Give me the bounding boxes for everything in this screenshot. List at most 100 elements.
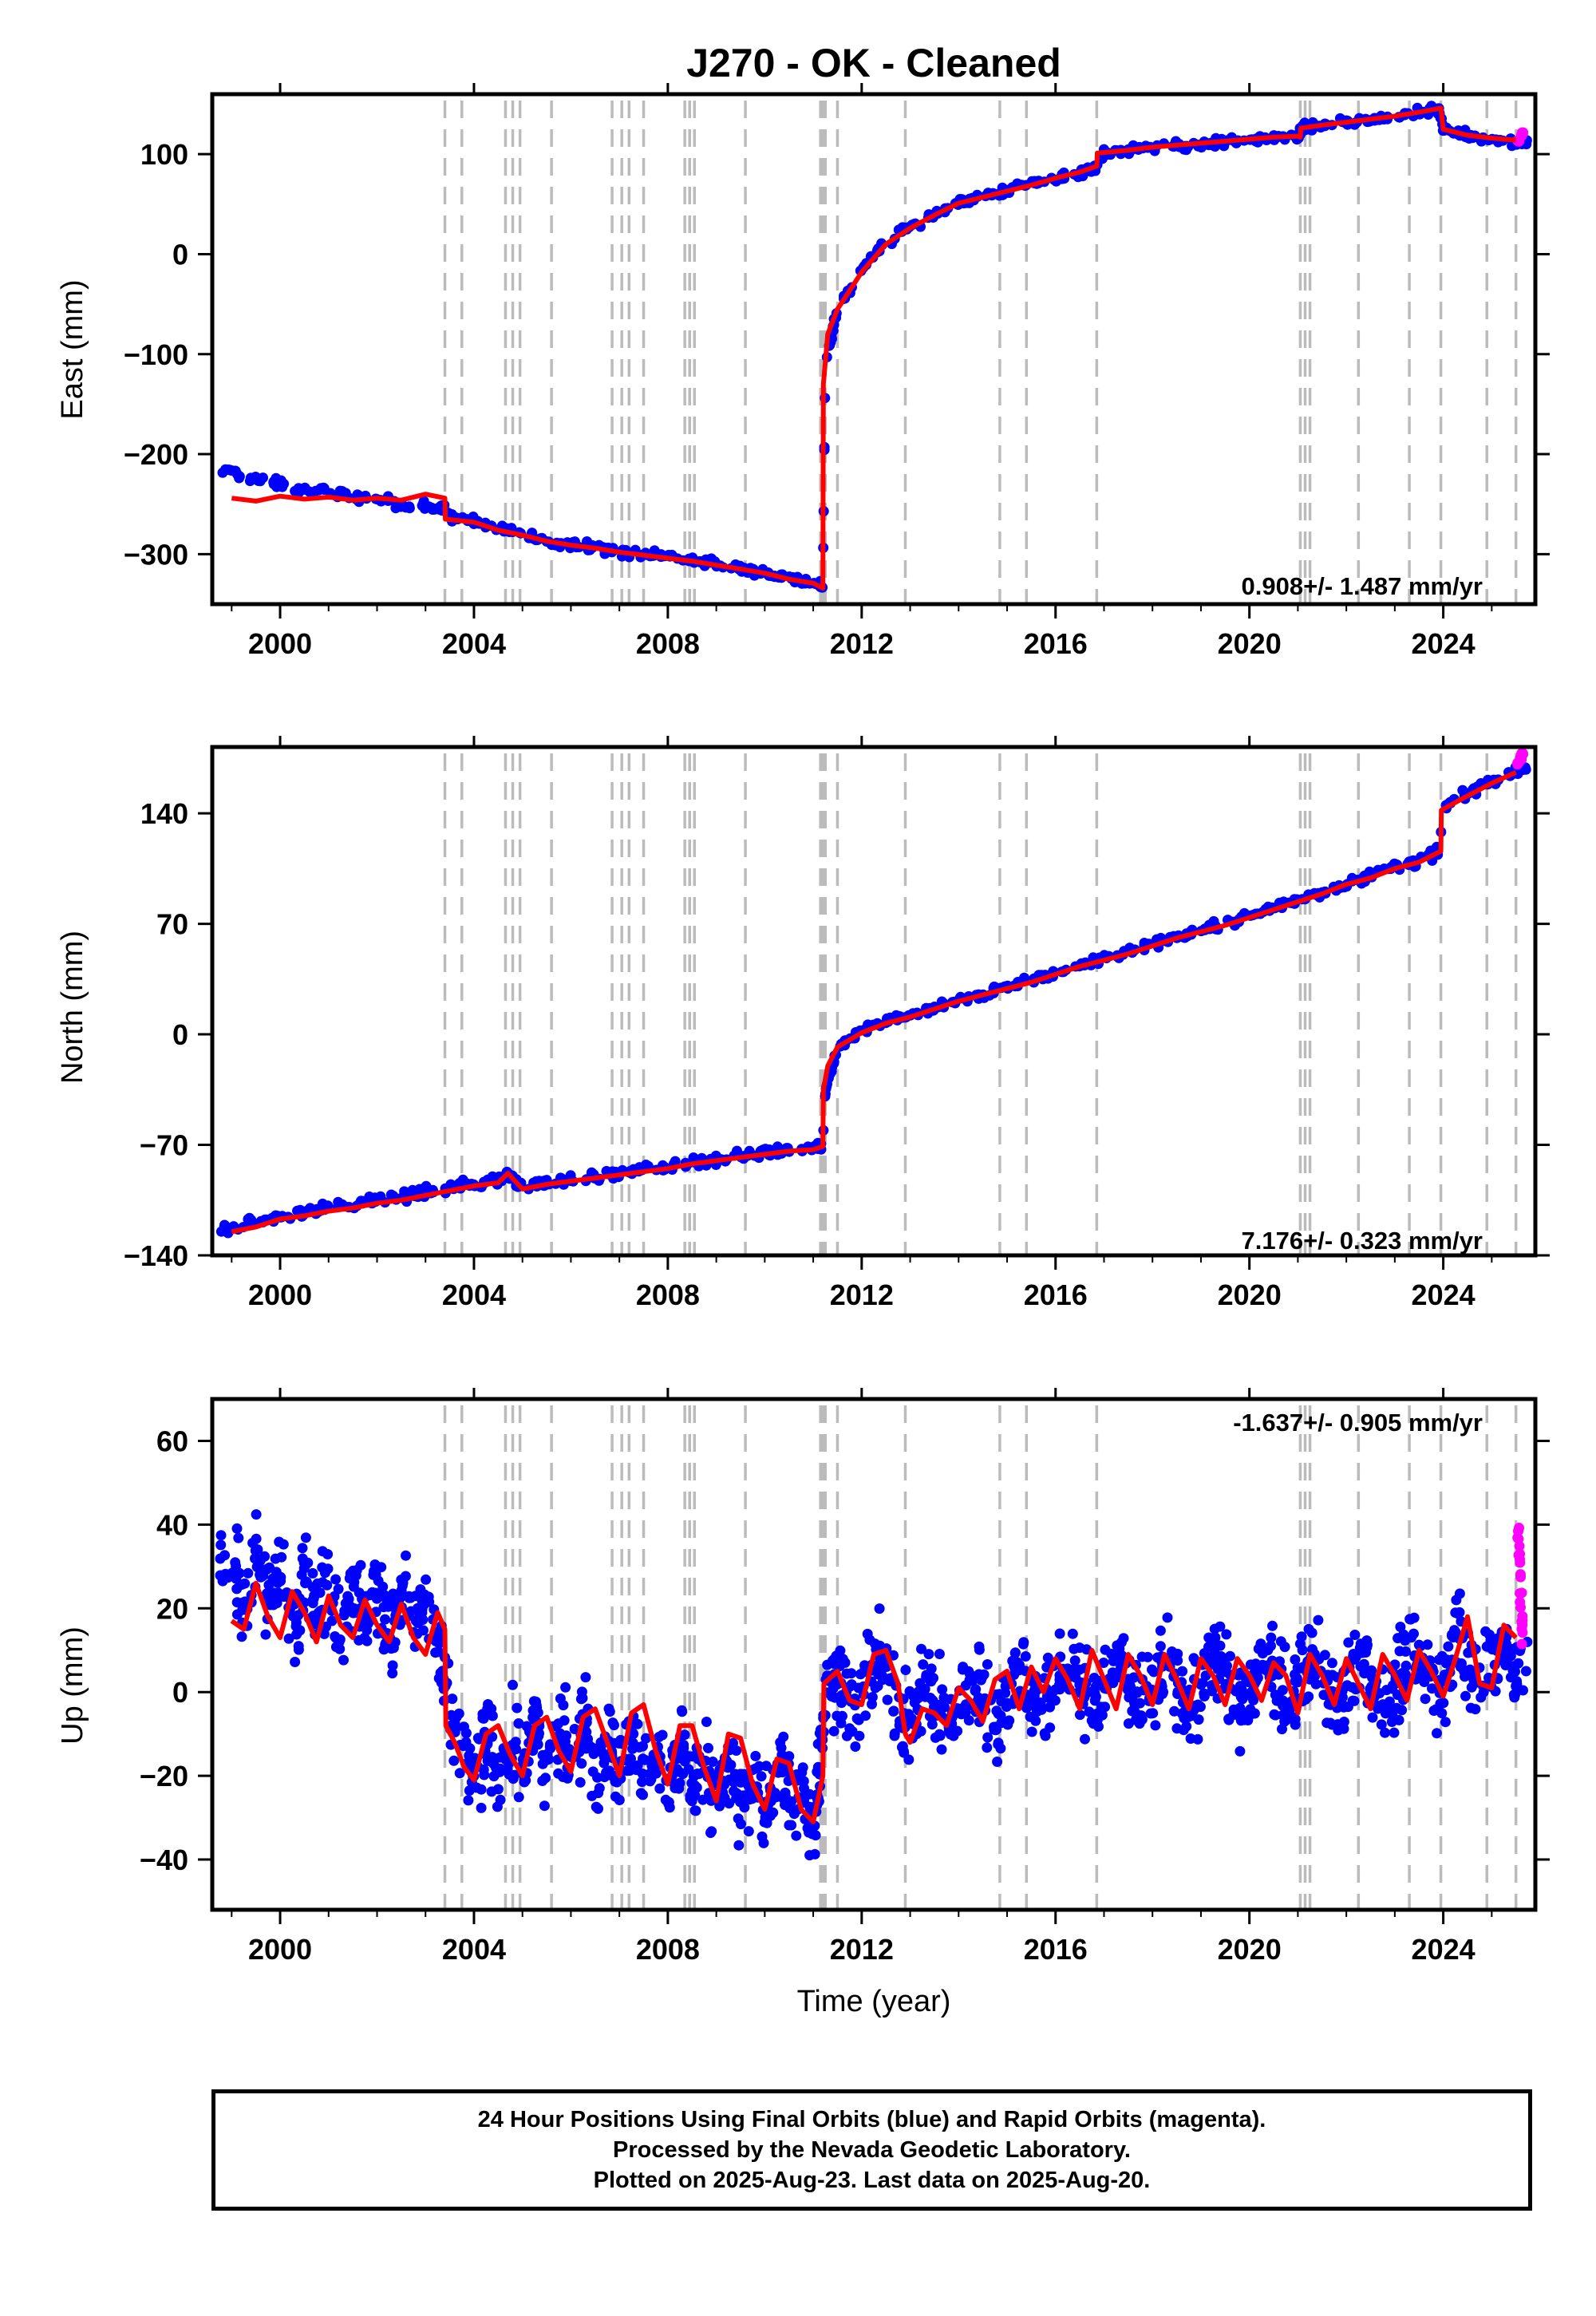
caption-line-1: 24 Hour Positions Using Final Orbits (bl… — [477, 2107, 1266, 2132]
x-tick-label: 2012 — [830, 1279, 894, 1311]
final-orbit-point — [678, 1739, 689, 1750]
final-orbit-point — [860, 1710, 871, 1721]
final-orbit-point — [637, 1777, 647, 1788]
final-orbit-point — [1199, 1691, 1210, 1701]
final-orbit-point — [279, 1591, 290, 1603]
final-orbit-point — [1074, 1642, 1085, 1654]
final-orbit-point — [1009, 1647, 1021, 1658]
final-orbit-point — [601, 1767, 612, 1778]
final-orbit-point — [1188, 1653, 1199, 1664]
final-orbit-point — [812, 1738, 824, 1749]
x-tick-label: 2020 — [1218, 627, 1282, 660]
final-orbit-point — [512, 1702, 523, 1713]
final-orbit-point — [679, 1729, 690, 1741]
final-orbit-point — [1290, 1654, 1301, 1665]
final-orbit-point — [417, 1603, 428, 1614]
final-orbit-point — [418, 496, 429, 507]
x-tick-label: 2024 — [1412, 1279, 1476, 1311]
plot-frame — [210, 745, 1538, 1258]
final-orbit-point — [341, 1599, 352, 1610]
final-orbit-point — [355, 1559, 366, 1571]
final-orbit-point — [1266, 1632, 1277, 1643]
final-orbit-point — [482, 1755, 493, 1766]
final-orbit-point — [344, 1573, 355, 1584]
final-orbit-point — [468, 512, 479, 522]
x-tick-label: 2012 — [830, 627, 894, 660]
final-orbit-point — [1235, 1745, 1246, 1757]
y-tick-label: 140 — [140, 797, 188, 830]
x-tick-label: 2004 — [442, 627, 506, 660]
final-orbit-point — [688, 1152, 699, 1163]
y-tick-label: 0 — [172, 1018, 188, 1051]
final-orbit-point — [1321, 1717, 1333, 1729]
final-orbit-point — [689, 1790, 701, 1801]
final-orbit-point — [580, 1672, 591, 1683]
final-orbit-point — [338, 1610, 350, 1621]
final-orbit-point — [1045, 1722, 1056, 1733]
final-orbit-point — [1380, 1727, 1390, 1738]
final-orbit-point — [582, 536, 592, 547]
x-tick-label: 2008 — [636, 1933, 700, 1966]
final-orbit-point — [510, 1737, 521, 1748]
final-orbit-point — [916, 1643, 926, 1654]
rapid-orbit-point — [1516, 1638, 1527, 1650]
final-orbit-point — [1349, 1630, 1361, 1640]
final-orbit-point — [1476, 1692, 1487, 1703]
final-orbit-point — [330, 1632, 341, 1643]
final-orbit-point — [709, 1773, 721, 1784]
final-orbit-point — [376, 1562, 387, 1573]
final-orbit-point — [250, 1545, 261, 1556]
final-orbit-point — [399, 1186, 410, 1197]
final-orbit-point — [862, 1628, 873, 1639]
caption-line-2: Processed by the Nevada Geodetic Laborat… — [613, 2137, 1131, 2163]
final-orbit-point — [318, 482, 330, 493]
final-orbit-point — [1090, 1691, 1101, 1702]
final-orbit-point — [259, 1551, 271, 1562]
final-orbit-point — [487, 1171, 498, 1182]
final-orbit-point — [1185, 1733, 1196, 1744]
final-orbit-point — [784, 1751, 795, 1762]
final-orbit-point — [1195, 1701, 1206, 1713]
final-orbit-point — [231, 1561, 242, 1571]
final-orbit-point — [889, 1728, 900, 1739]
final-orbit-point — [1142, 1651, 1153, 1662]
final-orbit-point — [1019, 972, 1029, 983]
final-orbit-point — [703, 1742, 713, 1753]
y-tick-label: 70 — [156, 908, 188, 941]
final-orbit-point — [846, 1679, 857, 1690]
final-orbit-point — [464, 1750, 475, 1761]
final-orbit-point — [482, 1703, 493, 1714]
final-orbit-point — [1337, 1700, 1349, 1711]
final-orbit-point — [960, 1704, 971, 1715]
final-orbit-point — [934, 1649, 945, 1659]
final-orbit-point — [314, 1587, 326, 1599]
final-orbit-point — [1313, 1614, 1324, 1626]
final-orbit-point — [1319, 1650, 1330, 1661]
final-orbit-point — [809, 1848, 820, 1860]
final-orbit-point — [982, 1659, 993, 1670]
final-orbit-point — [948, 1730, 959, 1741]
final-orbit-point — [1422, 1639, 1433, 1650]
east-axes: 2000 2004 2008 2012 2016 2020 2024 −300 −200 −100… — [124, 83, 1550, 660]
final-orbit-point — [736, 1819, 746, 1830]
final-orbit-point — [1513, 1658, 1524, 1669]
final-orbit-point — [1054, 1679, 1065, 1690]
final-orbit-point — [1221, 1629, 1232, 1640]
rapid-orbit-point — [1517, 1627, 1528, 1638]
final-orbit-point — [733, 1775, 745, 1786]
final-orbit-point — [1155, 1641, 1166, 1652]
final-orbit-point — [364, 1192, 375, 1202]
final-orbit-point — [1413, 1639, 1424, 1650]
final-orbit-point — [389, 1637, 401, 1648]
final-orbit-point — [937, 1684, 948, 1695]
final-orbit-point — [990, 1725, 1001, 1736]
rapid-orbit-point — [1517, 1614, 1528, 1626]
final-orbit-point — [677, 1706, 688, 1717]
final-orbit-point — [330, 1574, 342, 1585]
final-orbit-point — [326, 1615, 338, 1626]
final-orbit-point — [841, 1730, 852, 1741]
final-orbit-point — [1080, 1733, 1090, 1745]
final-orbit-point — [689, 1805, 701, 1816]
final-orbit-point — [421, 1574, 432, 1585]
final-orbit-point — [867, 1698, 877, 1709]
